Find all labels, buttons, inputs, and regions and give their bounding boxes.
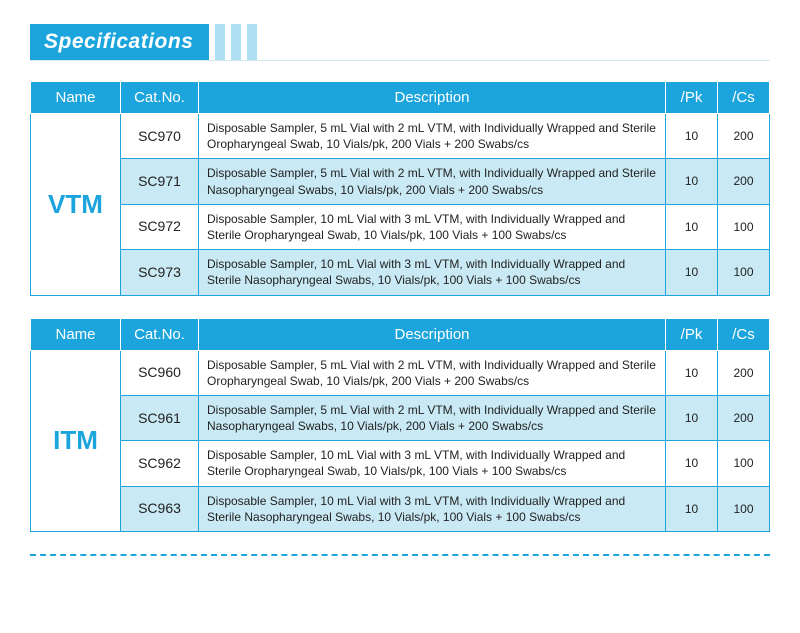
table-row: ITMSC960Disposable Sampler, 5 mL Vial wi… [31, 350, 770, 395]
description: Disposable Sampler, 5 mL Vial with 2 mL … [199, 395, 666, 440]
cat-no: SC961 [121, 395, 199, 440]
cat-no: SC962 [121, 441, 199, 486]
per-case: 100 [718, 250, 770, 295]
spec-table: NameCat.No.Description/Pk/CsVTMSC970Disp… [30, 81, 770, 296]
description: Disposable Sampler, 10 mL Vial with 3 mL… [199, 250, 666, 295]
per-pack: 10 [666, 159, 718, 204]
per-case: 100 [718, 441, 770, 486]
group-name: VTM [31, 114, 121, 296]
per-case: 200 [718, 395, 770, 440]
col-header-desc: Description [199, 82, 666, 114]
per-case: 200 [718, 350, 770, 395]
per-case: 100 [718, 486, 770, 531]
col-header-desc: Description [199, 318, 666, 350]
cat-no: SC963 [121, 486, 199, 531]
col-header-cs: /Cs [718, 82, 770, 114]
col-header-cat: Cat.No. [121, 82, 199, 114]
page-title: Specifications [30, 24, 209, 60]
table-row: SC962Disposable Sampler, 10 mL Vial with… [31, 441, 770, 486]
table-row: SC972Disposable Sampler, 10 mL Vial with… [31, 204, 770, 249]
col-header-pk: /Pk [666, 82, 718, 114]
title-row: Specifications [30, 24, 770, 61]
per-pack: 10 [666, 441, 718, 486]
per-pack: 10 [666, 395, 718, 440]
per-case: 100 [718, 204, 770, 249]
description: Disposable Sampler, 5 mL Vial with 2 mL … [199, 350, 666, 395]
cat-no: SC970 [121, 114, 199, 159]
cat-no: SC973 [121, 250, 199, 295]
dashed-separator [30, 554, 770, 556]
specifications-page: Specifications NameCat.No.Description/Pk… [0, 0, 800, 574]
cat-no: SC960 [121, 350, 199, 395]
cat-no: SC971 [121, 159, 199, 204]
title-stripes [209, 24, 257, 60]
col-header-cs: /Cs [718, 318, 770, 350]
description: Disposable Sampler, 10 mL Vial with 3 mL… [199, 486, 666, 531]
table-row: SC971Disposable Sampler, 5 mL Vial with … [31, 159, 770, 204]
description: Disposable Sampler, 5 mL Vial with 2 mL … [199, 159, 666, 204]
description: Disposable Sampler, 10 mL Vial with 3 mL… [199, 204, 666, 249]
per-pack: 10 [666, 486, 718, 531]
group-name: ITM [31, 350, 121, 532]
per-pack: 10 [666, 204, 718, 249]
col-header-name: Name [31, 82, 121, 114]
table-row: VTMSC970Disposable Sampler, 5 mL Vial wi… [31, 114, 770, 159]
description: Disposable Sampler, 10 mL Vial with 3 mL… [199, 441, 666, 486]
per-case: 200 [718, 159, 770, 204]
col-header-cat: Cat.No. [121, 318, 199, 350]
table-row: SC963Disposable Sampler, 10 mL Vial with… [31, 486, 770, 531]
spec-table: NameCat.No.Description/Pk/CsITMSC960Disp… [30, 318, 770, 533]
per-case: 200 [718, 114, 770, 159]
cat-no: SC972 [121, 204, 199, 249]
col-header-name: Name [31, 318, 121, 350]
tables-host: NameCat.No.Description/Pk/CsVTMSC970Disp… [30, 81, 770, 532]
col-header-pk: /Pk [666, 318, 718, 350]
per-pack: 10 [666, 250, 718, 295]
per-pack: 10 [666, 114, 718, 159]
description: Disposable Sampler, 5 mL Vial with 2 mL … [199, 114, 666, 159]
table-row: SC961Disposable Sampler, 5 mL Vial with … [31, 395, 770, 440]
per-pack: 10 [666, 350, 718, 395]
table-row: SC973Disposable Sampler, 10 mL Vial with… [31, 250, 770, 295]
